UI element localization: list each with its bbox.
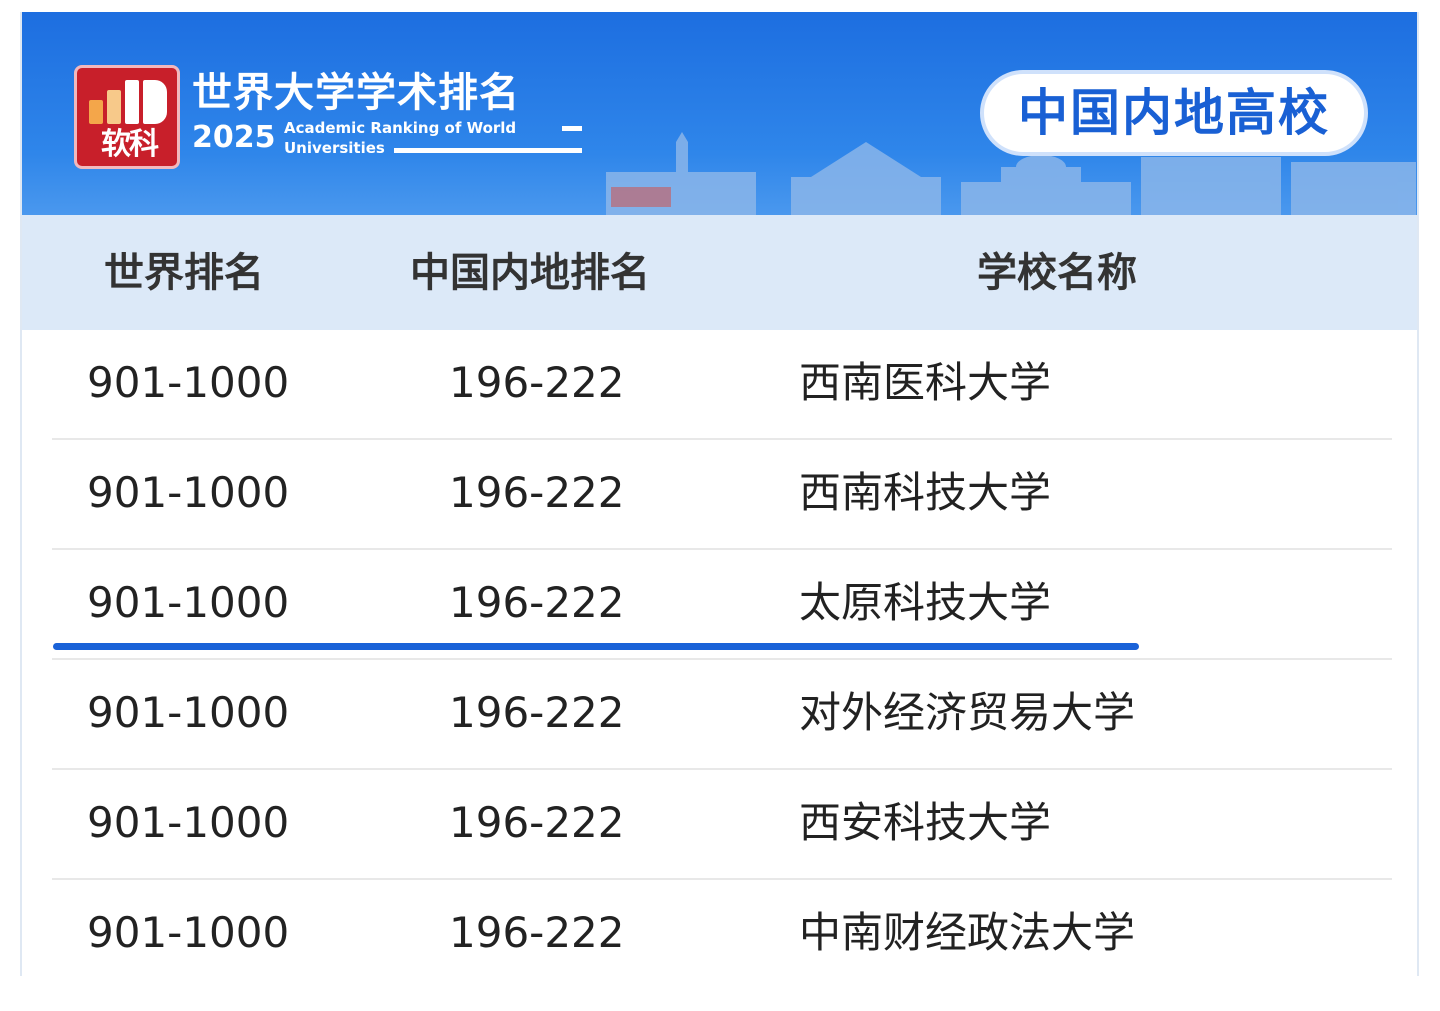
world-rank-cell: 901-1000 [87,358,290,407]
china-rank-cell: 196-222 [449,468,625,517]
header-school-name: 学校名称 [977,250,1137,296]
shanghairanking-logo: 软科 [74,65,180,169]
table-row: 901-1000 196-222 中南财经政法大学 [52,880,1392,976]
logo-bar [89,100,103,124]
category-badge: 中国内地高校 [980,70,1368,156]
table-row: 901-1000 196-222 太原科技大学 [52,550,1392,660]
table-row: 901-1000 196-222 对外经济贸易大学 [52,660,1392,770]
header-china-rank: 中国内地排名 [410,250,650,296]
world-rank-cell: 901-1000 [87,798,290,847]
school-name-cell: 太原科技大学 [799,578,1052,627]
table-row: 901-1000 196-222 西南医科大学 [52,330,1392,440]
header-world-rank: 世界排名 [104,250,264,296]
china-rank-cell: 196-222 [449,688,625,737]
logo-bar [107,90,121,124]
logo-bar [125,80,139,124]
china-rank-cell: 196-222 [449,578,625,627]
decor-line [562,126,582,131]
china-rank-cell: 196-222 [449,798,625,847]
logo-r-shape [143,80,167,124]
campus-buildings-illustration [606,132,1416,215]
school-name-cell: 对外经济贸易大学 [799,688,1136,737]
highlight-underline [53,643,1139,650]
school-name-cell: 中南财经政法大学 [799,908,1136,957]
table-row: 901-1000 196-222 西安科技大学 [52,770,1392,880]
banner-subtitle-2: Universities [284,139,385,157]
world-rank-cell: 901-1000 [87,908,290,957]
table-header: 世界排名 中国内地排名 学校名称 [22,215,1417,330]
banner: 软科 世界大学学术排名 2025 Academic Ranking of Wor… [22,12,1417,215]
banner-title: 世界大学学术排名 [192,70,520,116]
china-rank-cell: 196-222 [449,358,625,407]
banner-year: 2025 [192,120,276,155]
world-rank-cell: 901-1000 [87,578,290,627]
world-rank-cell: 901-1000 [87,468,290,517]
banner-subtitle: Academic Ranking of World [284,119,517,137]
school-name-cell: 西南医科大学 [799,358,1052,407]
world-rank-cell: 901-1000 [87,688,290,737]
ranking-card: 软科 世界大学学术排名 2025 Academic Ranking of Wor… [20,12,1419,976]
logo-text: 软科 [101,127,159,162]
decor-line [394,148,582,153]
school-name-cell: 西南科技大学 [799,468,1052,517]
china-rank-cell: 196-222 [449,908,625,957]
school-name-cell: 西安科技大学 [799,798,1052,847]
table-row: 901-1000 196-222 西南科技大学 [52,440,1392,550]
